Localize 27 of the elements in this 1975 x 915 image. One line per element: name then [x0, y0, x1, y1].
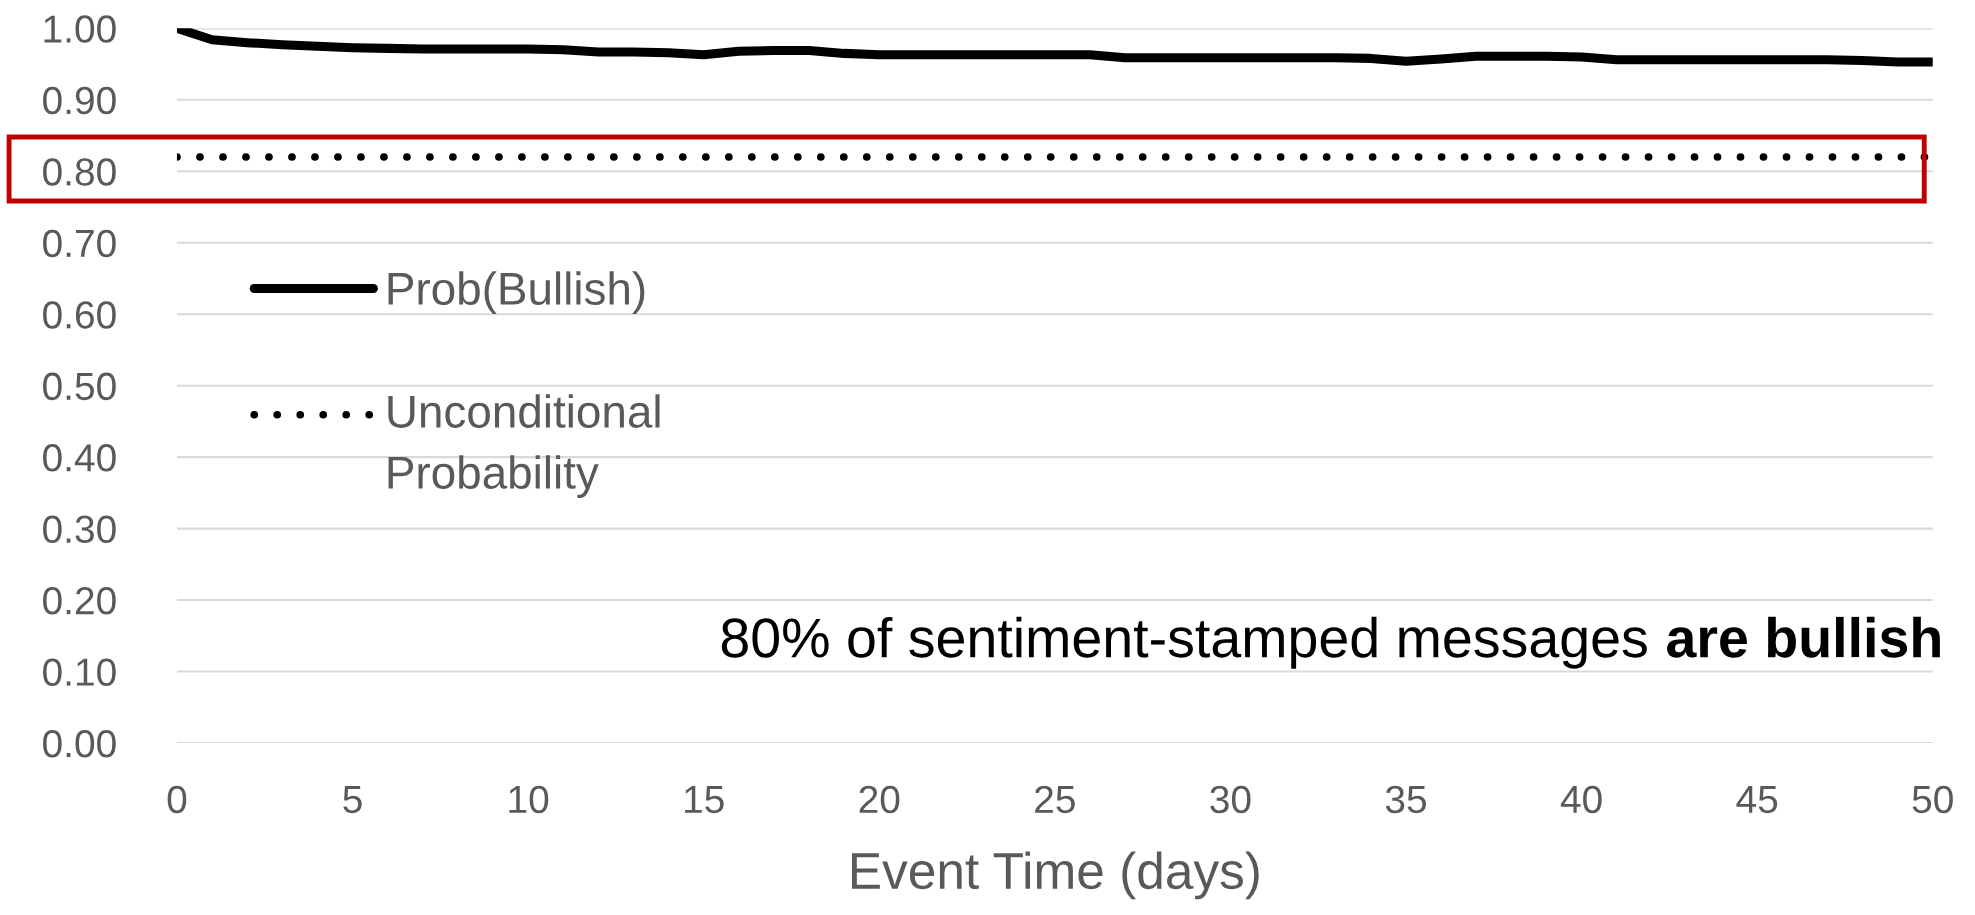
- y-tick-label: 0.00: [43, 729, 116, 758]
- x-tick-label: 20: [859, 785, 900, 814]
- y-tick-label: 0.10: [43, 658, 116, 686]
- y-tick-label: 0.50: [43, 372, 116, 401]
- x-tick-label: 25: [1035, 785, 1075, 814]
- y-tick-label: 0.70: [43, 229, 116, 258]
- y-tick-label: 0.40: [43, 444, 116, 472]
- x-tick-label: 35: [1385, 785, 1426, 814]
- y-tick-label: 0.80: [43, 158, 116, 186]
- x-tick-label: 15: [685, 786, 724, 814]
- x-tick-label: 10: [509, 785, 549, 814]
- x-tick-label: 0: [167, 785, 187, 814]
- y-tick-label: 0.90: [43, 86, 116, 115]
- x-tick-label: 45: [1736, 786, 1778, 814]
- x-tick-label: 40: [1560, 785, 1602, 814]
- y-tick-label: 0.60: [43, 301, 116, 329]
- y-tick-label: 0.30: [43, 515, 116, 544]
- y-tick-label: 1.00: [44, 15, 116, 43]
- annotation: 80% of sentiment-stamped messages: [721, 616, 1647, 669]
- legend-label: Prob(Bullish): [388, 271, 645, 315]
- x-tick-label: 50: [1912, 785, 1953, 814]
- x-axis-title: Event Time (days): [852, 851, 1259, 900]
- legend-label: Unconditional Probability: [388, 394, 660, 498]
- x-tick-label: 30: [1210, 785, 1251, 814]
- x-tick-label: 5: [343, 786, 362, 814]
- y-tick-label: 0.20: [43, 586, 116, 615]
- annotation: are bullish: [1667, 616, 1940, 658]
